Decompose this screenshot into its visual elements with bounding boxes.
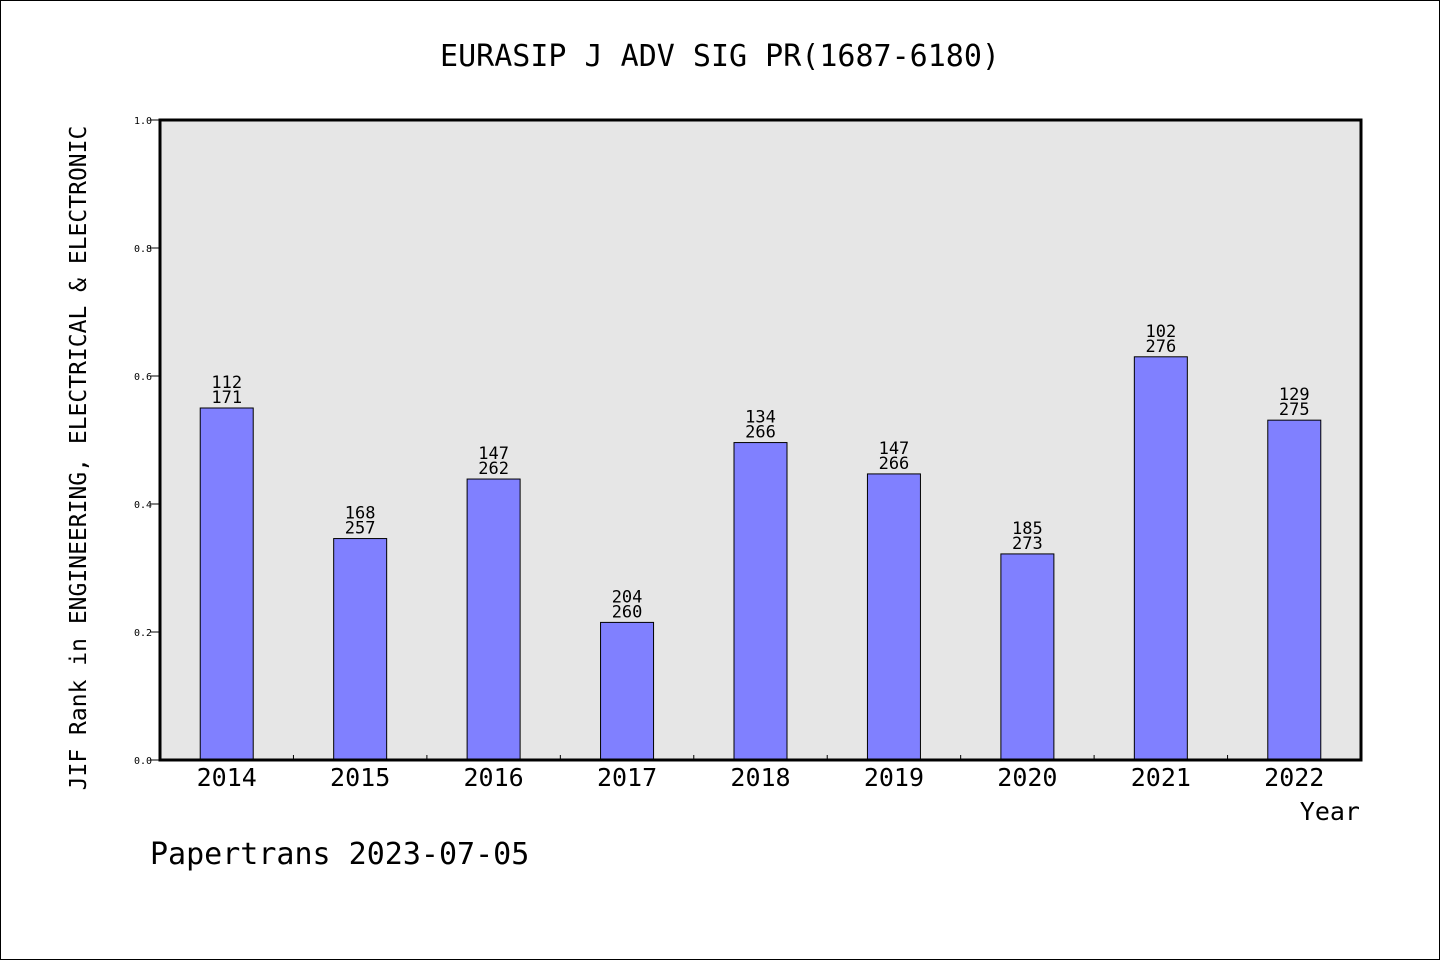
bar-label-rank: 168 bbox=[345, 504, 376, 524]
bar-label-rank: 129 bbox=[1279, 385, 1310, 405]
bar-2019 bbox=[866, 473, 921, 761]
bar-label-total: 171 bbox=[211, 388, 242, 408]
x-tick-label: 2017 bbox=[597, 763, 657, 792]
x-tick-label: 2020 bbox=[997, 763, 1057, 792]
x-tick-label: 2022 bbox=[1264, 763, 1324, 792]
y-tick-label: 0.6 bbox=[134, 372, 152, 383]
x-tick-label: 2016 bbox=[464, 763, 524, 792]
bars: 1121711682571472622042601342661472661852… bbox=[199, 322, 1322, 761]
bar-label-rank: 102 bbox=[1145, 322, 1176, 342]
chart-title: EURASIP J ADV SIG PR(1687-6180) bbox=[440, 39, 1000, 74]
y-axis-ticks: 0.0 0.2 0.4 0.6 0.8 1.0 bbox=[134, 116, 160, 767]
bar-label-total: 276 bbox=[1145, 337, 1176, 357]
x-tick-label: 2015 bbox=[330, 763, 390, 792]
bar-label-rank: 112 bbox=[211, 373, 242, 393]
x-tick-label: 2018 bbox=[730, 763, 790, 792]
y-tick-label: 0.2 bbox=[134, 628, 152, 639]
x-tick-label: 2014 bbox=[197, 763, 257, 792]
y-tick-label: 0.0 bbox=[134, 756, 152, 767]
bar-label-total: 266 bbox=[879, 454, 910, 474]
bar-label-rank: 185 bbox=[1012, 519, 1043, 539]
footer-text: Papertrans 2023-07-05 bbox=[150, 837, 529, 872]
bar-2020 bbox=[1000, 553, 1055, 761]
y-tick-label: 0.8 bbox=[134, 244, 152, 255]
bar-label-total: 260 bbox=[612, 602, 643, 622]
bar-2015 bbox=[333, 538, 388, 761]
bar-label-total: 273 bbox=[1012, 534, 1043, 554]
bar-label-rank: 204 bbox=[612, 587, 643, 607]
x-axis-label: Year bbox=[1300, 797, 1360, 826]
bar-2016 bbox=[466, 478, 521, 761]
y-axis-label: JIF Rank in ENGINEERING, ELECTRICAL & EL… bbox=[66, 126, 92, 791]
bar-2014 bbox=[199, 407, 254, 761]
y-tick-label: 0.4 bbox=[134, 500, 152, 511]
plot-border bbox=[158, 118, 1363, 762]
bar-label-total: 275 bbox=[1279, 400, 1310, 420]
y-tick-label: 1.0 bbox=[134, 116, 152, 127]
x-axis-ticks: 2014 2015 2016 2017 2018 2019 2020 2021 2022 bbox=[197, 755, 1324, 792]
x-tick-label: 2021 bbox=[1131, 763, 1191, 792]
bar-label-rank: 147 bbox=[478, 444, 509, 464]
bar-label-total: 257 bbox=[345, 519, 376, 539]
x-tick-label: 2019 bbox=[864, 763, 924, 792]
bar-2021 bbox=[1133, 356, 1188, 761]
bar-2022 bbox=[1267, 419, 1322, 761]
bar-label-total: 262 bbox=[478, 459, 509, 479]
bar-label-rank: 134 bbox=[745, 408, 776, 428]
bar-2018 bbox=[733, 442, 788, 761]
bar-label-rank: 147 bbox=[879, 439, 910, 459]
bar-2017 bbox=[600, 621, 655, 761]
bar-label-total: 266 bbox=[745, 423, 776, 443]
